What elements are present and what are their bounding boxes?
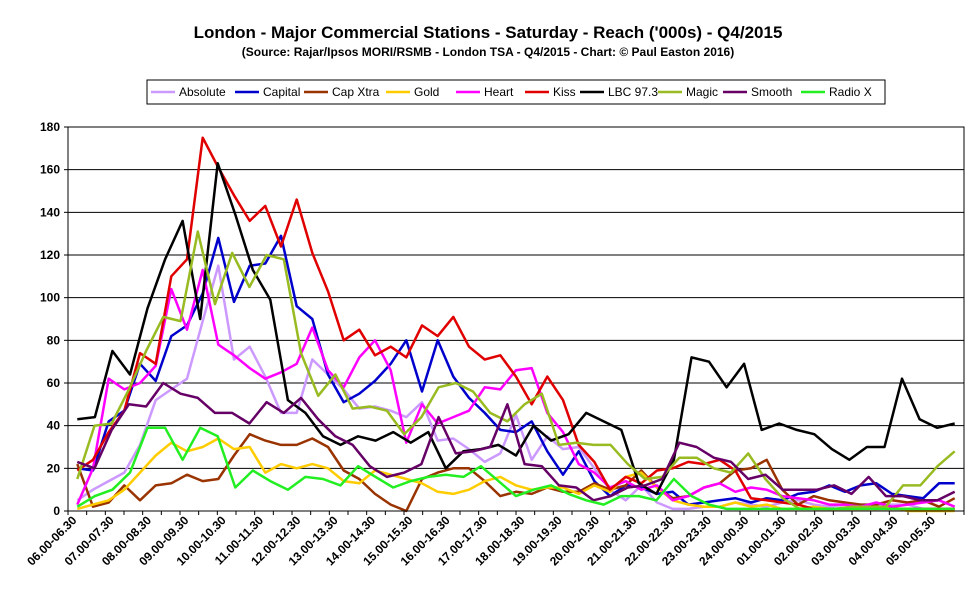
- y-tick-label: 60: [47, 376, 61, 390]
- x-axis: 06.00-06.3007.00-07.3008.00-08.3009.00-0…: [24, 511, 965, 568]
- legend-label-kiss: Kiss: [553, 85, 576, 99]
- legend-box: [146, 79, 886, 105]
- legend-label-lbc-97-3: LBC 97.3: [608, 85, 658, 99]
- y-tick-label: 0: [53, 504, 60, 518]
- legend-label-radio-x: Radio X: [829, 85, 872, 99]
- series-line-lbc-97-3: [77, 162, 955, 496]
- plot-area: [67, 126, 965, 512]
- legend-label-absolute: Absolute: [179, 85, 226, 99]
- y-tick-label: 140: [40, 205, 60, 219]
- series-line-absolute: [76, 264, 955, 511]
- y-tick-label: 100: [40, 291, 60, 305]
- y-tick-label: 160: [40, 163, 60, 177]
- series-line-radio-x: [76, 426, 955, 511]
- series-group: [76, 136, 956, 513]
- y-tick-label: 40: [47, 419, 61, 433]
- legend-label-magic: Magic: [686, 85, 718, 99]
- chart-title: London - Major Commercial Stations - Sat…: [194, 23, 783, 42]
- legend-label-capital: Capital: [263, 85, 300, 99]
- y-axis: 0 20 40 60 80 100 120 140 160 180: [40, 120, 68, 518]
- series-line-smooth: [76, 381, 956, 502]
- legend-label-cap-xtra: Cap Xtra: [332, 85, 380, 99]
- series-line-gold: [76, 437, 955, 513]
- series-line-cap-xtra: [76, 432, 956, 513]
- y-tick-label: 180: [40, 120, 60, 134]
- chart-subtitle: (Source: Rajar/Ipsos MORI/RSMB - London …: [242, 45, 734, 59]
- y-tick-label: 120: [40, 248, 60, 262]
- legend-label-gold: Gold: [414, 85, 439, 99]
- y-tick-label: 20: [47, 461, 61, 475]
- legend: Absolute Capital Cap Xtra Gold Heart Kiss LBC …: [151, 85, 872, 99]
- legend-label-smooth: Smooth: [751, 85, 792, 99]
- y-tick-label: 80: [47, 333, 61, 347]
- series-line-heart: [76, 268, 956, 508]
- legend-label-heart: Heart: [484, 85, 514, 99]
